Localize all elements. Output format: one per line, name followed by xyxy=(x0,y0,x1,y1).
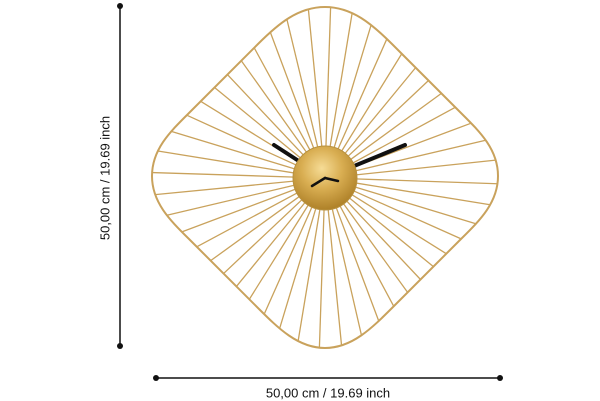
clock-spoke xyxy=(186,114,298,167)
clock-spoke xyxy=(350,193,447,255)
clock-spoke xyxy=(354,139,486,172)
clock-spoke xyxy=(235,200,307,287)
clock-spokes xyxy=(152,7,498,348)
clock-spoke xyxy=(210,195,302,262)
clock-spoke xyxy=(352,189,462,240)
width-dimension-line xyxy=(153,375,503,381)
clock-spoke xyxy=(253,47,312,152)
clock-spoke xyxy=(354,178,498,185)
clock-spoke xyxy=(166,184,296,216)
dimension-arrow-icon xyxy=(153,375,159,381)
clock-hand-front xyxy=(323,176,340,183)
clock-spoke xyxy=(248,203,310,300)
wire-spoke-clock-icon xyxy=(150,5,500,350)
clock-frame xyxy=(150,5,500,350)
clock-spoke xyxy=(346,80,429,158)
width-dimension-label: 50,00 cm / 19.69 inch xyxy=(265,385,391,401)
clock-spoke xyxy=(329,13,353,149)
clock-spoke xyxy=(340,53,403,153)
clock-spoke xyxy=(171,130,297,170)
clock-spoke xyxy=(338,204,395,307)
clock-spoke xyxy=(263,205,314,315)
dimension-arrow-icon xyxy=(117,3,123,9)
clock-spoke xyxy=(240,60,308,155)
clock-spoke xyxy=(342,201,409,293)
clock-spoke xyxy=(214,86,303,160)
clock-spoke xyxy=(157,150,296,174)
clock-spoke xyxy=(196,191,299,248)
clock-spoke xyxy=(343,67,417,156)
clock-spoke xyxy=(351,106,456,165)
clock-spoke xyxy=(345,199,421,280)
clock-spoke xyxy=(331,207,363,336)
clock-spoke xyxy=(354,159,496,176)
clock-spoke xyxy=(354,182,491,206)
clock-spoke xyxy=(223,198,304,275)
clock-spoke xyxy=(181,188,298,233)
clock-spoke xyxy=(286,19,319,149)
clock-second-hand xyxy=(310,176,327,188)
clock-spoke xyxy=(347,196,434,268)
clock-spoke xyxy=(327,207,343,346)
clock-spoke xyxy=(269,32,315,151)
clock-spoke xyxy=(325,7,332,149)
clock-spoke xyxy=(348,92,442,161)
clock-spoke xyxy=(353,186,477,225)
clock-spoke xyxy=(318,207,325,348)
clock-spoke xyxy=(152,171,296,178)
clock-spoke xyxy=(335,205,380,322)
dimension-arrow-icon xyxy=(117,343,123,349)
dimension-arrow-icon xyxy=(497,375,503,381)
clock-spoke xyxy=(279,206,317,329)
height-dimension-line xyxy=(117,3,123,349)
clock-spoke xyxy=(307,9,323,149)
clock-spoke xyxy=(333,24,372,150)
clock-spoke xyxy=(226,74,305,157)
clock-spoke xyxy=(336,38,388,151)
clock-spoke xyxy=(297,207,321,342)
height-dimension-label: 50,00 cm / 19.69 inch xyxy=(97,115,113,241)
clock-spoke xyxy=(155,180,296,196)
